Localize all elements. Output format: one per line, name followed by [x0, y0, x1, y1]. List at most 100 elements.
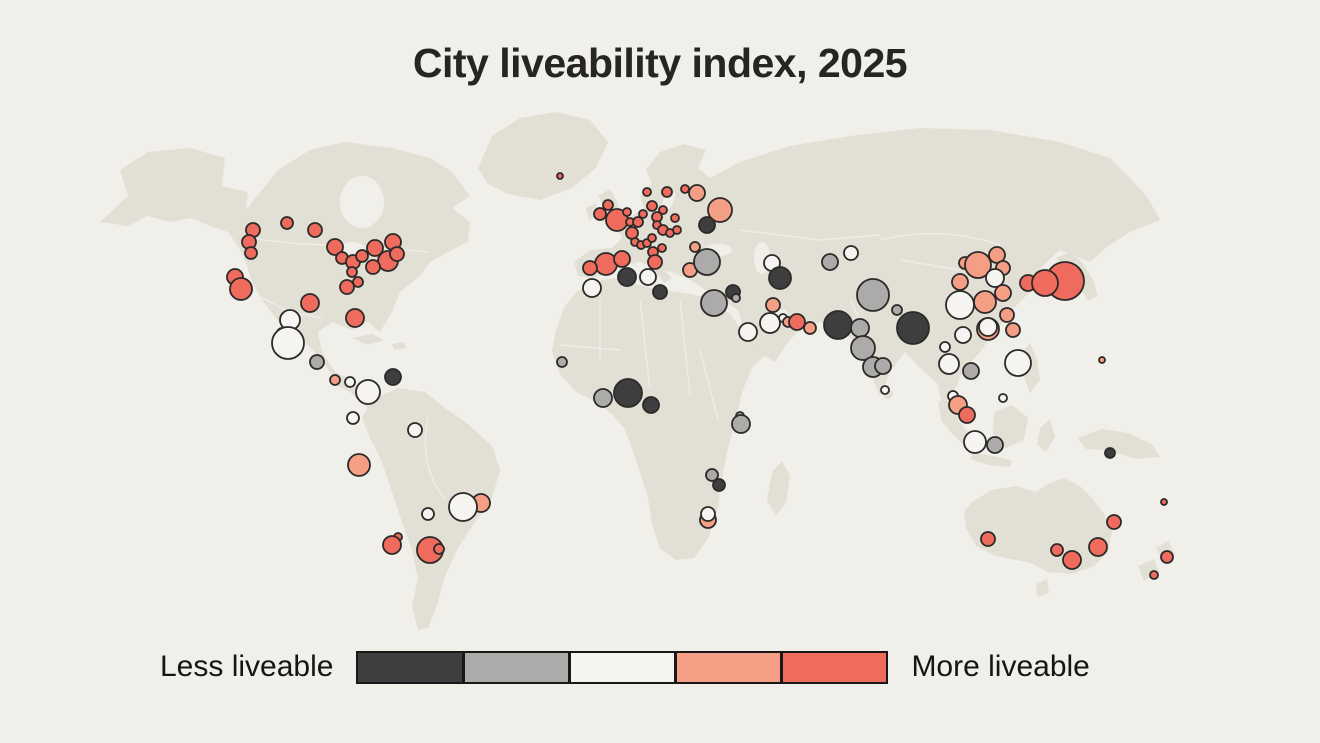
city-bubble: [657, 243, 667, 253]
land-greenland: [478, 112, 608, 200]
city-bubble: [271, 326, 305, 360]
legend-more-label: More liveable: [911, 650, 1090, 683]
city-bubble: [229, 277, 253, 301]
legend-swatches: [356, 650, 889, 684]
city-bubble: [1106, 514, 1122, 530]
city-bubble: [339, 279, 355, 295]
city-bubble: [1005, 322, 1021, 338]
city-bubble: [355, 379, 381, 405]
city-bubble: [803, 321, 817, 335]
city-bubble: [602, 199, 614, 211]
city-bubble: [670, 213, 680, 223]
city-bubble: [698, 216, 716, 234]
city-bubble: [652, 284, 668, 300]
city-bubble: [939, 341, 951, 353]
city-bubble: [689, 241, 701, 253]
city-bubble: [731, 414, 751, 434]
city-bubble: [700, 506, 716, 522]
legend-swatch: [570, 652, 675, 682]
land-north-america: [100, 142, 470, 410]
city-bubble: [759, 312, 781, 334]
city-bubble: [765, 297, 781, 313]
city-bubble: [346, 266, 358, 278]
city-bubble: [309, 354, 325, 370]
city-bubble: [556, 356, 568, 368]
city-bubble: [326, 238, 344, 256]
city-bubble: [632, 216, 644, 228]
city-bubble: [874, 357, 892, 375]
land-java: [971, 452, 1012, 467]
city-bubble: [658, 205, 668, 215]
city-bubble: [382, 535, 402, 555]
city-bubble: [880, 385, 890, 395]
city-bubble: [964, 251, 992, 279]
city-bubble: [280, 216, 294, 230]
city-bubble: [345, 308, 365, 328]
city-bubble: [856, 278, 890, 312]
city-bubble: [823, 310, 853, 340]
city-bubble: [962, 362, 980, 380]
city-bubble: [639, 268, 657, 286]
city-bubble: [1062, 550, 1082, 570]
city-bubble: [625, 226, 639, 240]
city-bubble: [731, 293, 741, 303]
city-bubble: [642, 187, 652, 197]
city-bubble: [980, 531, 996, 547]
city-bubble: [738, 322, 758, 342]
city-bubble: [613, 250, 631, 268]
legend-less-label: Less liveable: [160, 650, 334, 683]
city-bubble: [329, 374, 341, 386]
city-bubble: [355, 249, 369, 263]
city-bubble: [712, 478, 726, 492]
city-bubble: [938, 353, 960, 375]
city-bubble: [407, 422, 423, 438]
city-bubble: [672, 225, 682, 235]
city-bubble: [365, 259, 381, 275]
city-bubble: [661, 186, 673, 198]
land-borneo: [993, 405, 1028, 448]
city-bubble: [985, 268, 1005, 288]
city-bubble: [647, 233, 657, 243]
city-bubble: [638, 209, 648, 219]
chart-title: City liveability index, 2025: [412, 40, 908, 86]
city-bubble: [951, 273, 969, 291]
city-bubble: [1031, 269, 1059, 297]
city-bubble: [617, 267, 637, 287]
city-bubble: [963, 430, 987, 454]
city-bubble: [433, 543, 445, 555]
city-bubble: [366, 239, 384, 257]
city-bubble: [300, 293, 320, 313]
city-bubbles: [226, 172, 1174, 580]
city-bubble: [646, 200, 658, 212]
city-bubble: [647, 254, 663, 270]
city-bubble: [693, 248, 721, 276]
city-bubble: [768, 266, 792, 290]
city-bubble: [582, 278, 602, 298]
legend-swatch: [676, 652, 781, 682]
legend-swatch: [464, 652, 569, 682]
city-bubble: [1160, 550, 1174, 564]
city-bubble: [344, 376, 356, 388]
hudson-bay: [340, 176, 384, 228]
city-bubble: [347, 453, 371, 477]
legend: Less liveable More liveable: [160, 650, 1090, 684]
land-caribbean: [352, 334, 406, 350]
city-bubble: [1050, 543, 1064, 557]
city-bubble: [622, 207, 632, 217]
city-bubble: [593, 207, 607, 221]
city-bubble: [307, 222, 323, 238]
city-bubble: [582, 260, 598, 276]
land-sulawesi: [1037, 419, 1055, 452]
legend-swatch: [358, 652, 463, 682]
city-bubble: [244, 246, 258, 260]
city-bubble: [998, 393, 1008, 403]
city-bubble: [1160, 498, 1168, 506]
city-bubble: [788, 313, 806, 331]
city-bubble: [688, 184, 706, 202]
city-bubble: [705, 468, 719, 482]
city-bubble: [389, 246, 405, 262]
city-bubble: [945, 290, 975, 320]
city-bubble: [978, 317, 998, 337]
